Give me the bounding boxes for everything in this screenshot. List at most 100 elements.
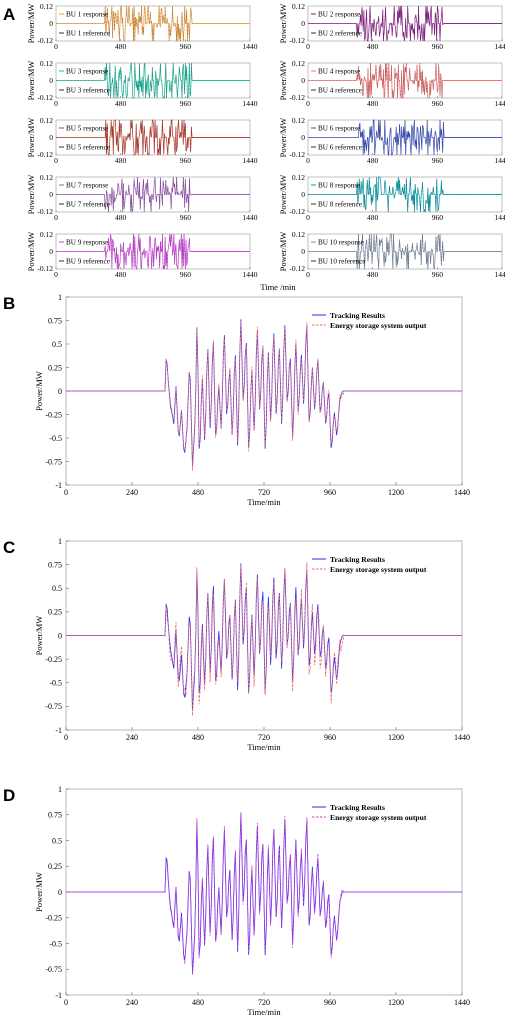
y-tick-label: -0.12 <box>37 264 53 273</box>
reference-line <box>56 233 250 270</box>
x-tick-label: 960 <box>324 998 336 1007</box>
x-tick-label: 960 <box>432 270 444 279</box>
y-tick-label: 0 <box>49 190 53 199</box>
legend-reference: BU 1 reference <box>66 30 110 38</box>
x-tick-label: 960 <box>432 213 444 222</box>
subplot-legend: BU 6 response BU 6 reference <box>311 125 362 152</box>
y-tick-label: -0.75 <box>45 457 62 466</box>
x-tick-label: 240 <box>126 733 138 742</box>
x-tick-label: 960 <box>324 733 336 742</box>
x-tick-label: 960 <box>432 99 444 108</box>
legend-response: BU 5 response <box>66 125 108 133</box>
y-tick-label: -0.75 <box>45 702 62 711</box>
y-tick-label: 0 <box>49 76 53 85</box>
y-axis-label: Power/MW <box>278 118 288 158</box>
x-tick-label: 480 <box>115 213 127 222</box>
y-tick-label: 0.75 <box>48 316 62 325</box>
panel-letter-d: D <box>3 786 15 805</box>
y-tick-label: 0.25 <box>48 608 62 617</box>
x-tick-label: 0 <box>64 488 68 497</box>
y-tick-label: -1 <box>55 726 62 735</box>
x-tick-label: 0 <box>306 42 310 51</box>
y-tick-label: 0.12 <box>292 230 305 239</box>
x-tick-label: 1440 <box>454 488 470 497</box>
y-tick-label: 0 <box>58 631 62 640</box>
x-tick-label: 0 <box>64 998 68 1007</box>
x-tick-label: 960 <box>180 156 192 165</box>
legend-reference: BU 9 reference <box>66 258 110 266</box>
y-tick-label: -0.12 <box>37 150 53 159</box>
subplot-legend: BU 3 response BU 3 reference <box>59 68 110 95</box>
legend-reference: BU 7 reference <box>66 201 110 209</box>
y-axis-label: Power/MW <box>26 4 36 44</box>
x-axis-label: Time/min <box>247 497 281 507</box>
x-tick-label: 0 <box>54 270 58 279</box>
y-tick-label: 0 <box>49 247 53 256</box>
reference-line <box>308 62 502 99</box>
subplot-legend: BU 10 response BU 10 reference <box>311 239 366 266</box>
x-tick-label: 1440 <box>495 213 505 222</box>
y-tick-label: -0.12 <box>289 93 305 102</box>
x-tick-label: 1200 <box>388 998 404 1007</box>
legend-reference: BU 3 reference <box>66 87 110 95</box>
y-tick-label: -1 <box>55 991 62 1000</box>
y-axis-label: Power/MW <box>278 232 288 272</box>
x-tick-label: 1440 <box>495 156 505 165</box>
x-tick-label: 1440 <box>243 213 258 222</box>
x-axis-label: Time /min <box>260 282 296 292</box>
y-tick-label: 0.25 <box>48 862 62 871</box>
y-axis-label: Power/MW <box>34 371 44 411</box>
x-tick-label: 1440 <box>454 733 470 742</box>
legend-reference: BU 4 reference <box>318 87 362 95</box>
y-tick-label: 1 <box>58 537 62 546</box>
subplot-legend: BU 1 response BU 1 reference <box>59 11 110 38</box>
x-tick-label: 0 <box>306 213 310 222</box>
y-axis-label: Power/MW <box>26 232 36 272</box>
y-tick-label: 0 <box>49 133 53 142</box>
x-tick-label: 480 <box>115 99 127 108</box>
x-tick-label: 960 <box>432 156 444 165</box>
y-tick-label: -0.12 <box>37 36 53 45</box>
y-tick-label: -0.75 <box>45 965 62 974</box>
x-tick-label: 0 <box>54 42 58 51</box>
y-tick-label: 0.75 <box>48 811 62 820</box>
x-axis-label: Time/min <box>247 742 281 752</box>
x-tick-label: 1440 <box>243 156 258 165</box>
y-axis-label: Power/MW <box>26 118 36 158</box>
y-axis-label: Power/MW <box>26 175 36 215</box>
x-tick-label: 960 <box>180 270 192 279</box>
x-tick-label: 480 <box>115 156 127 165</box>
y-axis-label: Power/MW <box>278 61 288 101</box>
x-tick-label: 480 <box>367 213 379 222</box>
x-tick-label: 480 <box>192 998 204 1007</box>
y-tick-label: 0 <box>301 76 305 85</box>
y-tick-label: -0.5 <box>49 679 62 688</box>
y-tick-label: -0.12 <box>289 264 305 273</box>
y-tick-label: 1 <box>58 293 62 302</box>
y-tick-label: -1 <box>55 481 62 490</box>
y-tick-label: 0.5 <box>52 836 62 845</box>
y-tick-label: 0 <box>58 387 62 396</box>
reference-line <box>56 176 250 213</box>
x-tick-label: 960 <box>324 488 336 497</box>
y-tick-label: 0.12 <box>292 2 305 11</box>
x-tick-label: 1440 <box>454 998 470 1007</box>
x-tick-label: 1440 <box>495 42 505 51</box>
y-tick-label: -0.5 <box>49 939 62 948</box>
subplot-legend: BU 9 response BU 9 reference <box>59 239 110 266</box>
reference-line <box>56 5 250 42</box>
x-tick-label: 1440 <box>243 42 258 51</box>
x-tick-label: 480 <box>192 733 204 742</box>
x-tick-label: 0 <box>64 733 68 742</box>
x-tick-label: 720 <box>258 733 270 742</box>
y-tick-label: 0 <box>301 133 305 142</box>
panel-b-chart: 10.750.50.250-0.25-0.5-0.75-10 240 480 720 9… <box>34 293 470 507</box>
y-tick-label: 0 <box>301 247 305 256</box>
legend-reference: BU 10 reference <box>318 258 366 266</box>
